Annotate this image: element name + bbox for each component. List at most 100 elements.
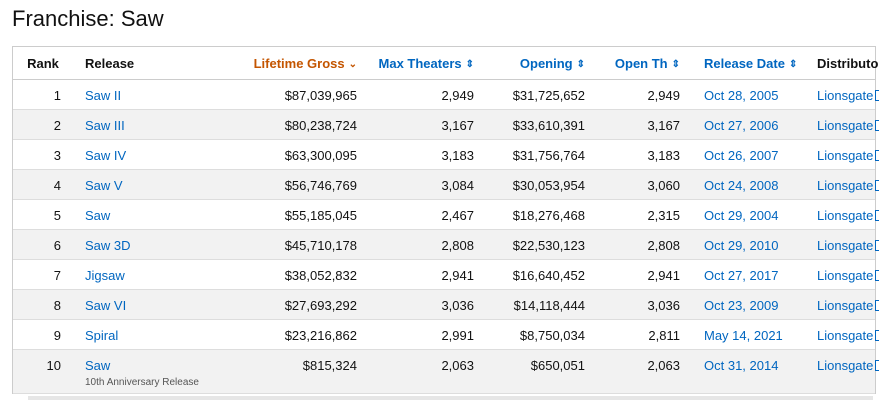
sort-desc-icon: ⌄ — [348, 58, 357, 70]
header-open-th[interactable]: Open Th ⇕ — [605, 47, 692, 80]
header-rank: Rank — [13, 47, 73, 80]
external-link-icon — [875, 240, 879, 251]
header-lifetime-gross[interactable]: Lifetime Gross ⌄ — [233, 47, 375, 80]
opening-cell: $22,530,123 — [512, 238, 585, 253]
table-row: 9 Spiral $23,216,862 2,991 $8,750,034 2,811 Ma… — [13, 320, 879, 350]
opening-cell: $650,051 — [530, 358, 585, 373]
opening-cell: $31,725,652 — [512, 88, 585, 103]
header-distributor: Distributor — [805, 47, 879, 80]
rank-cell: 1 — [53, 88, 61, 103]
max-theaters-cell: 3,183 — [441, 148, 474, 163]
table-row: 5 Saw $55,185,045 2,467 $18,276,468 2,315 Oct … — [13, 200, 879, 230]
external-link-icon — [875, 330, 879, 341]
max-theaters-cell: 2,467 — [441, 208, 474, 223]
opening-cell: $31,756,764 — [512, 148, 585, 163]
external-link-icon — [875, 270, 879, 281]
open-th-cell: 2,808 — [647, 238, 680, 253]
distributor-label: Lionsgate — [817, 88, 874, 103]
max-theaters-cell: 3,167 — [441, 118, 474, 133]
open-th-cell: 3,036 — [647, 298, 680, 313]
lifetime-gross-cell: $56,746,769 — [284, 178, 357, 193]
release-date-link[interactable]: Oct 23, 2009 — [704, 298, 779, 313]
page-title: Franchise: Saw — [12, 6, 164, 31]
distributor-label: Lionsgate — [817, 268, 874, 283]
lifetime-gross-cell: $27,693,292 — [284, 298, 357, 313]
opening-cell: $33,610,391 — [512, 118, 585, 133]
distributor-link[interactable]: Lionsgate — [817, 298, 879, 313]
release-date-link[interactable]: Oct 27, 2006 — [704, 118, 779, 133]
release-link[interactable]: Jigsaw — [85, 268, 125, 283]
lifetime-gross-cell: $80,238,724 — [284, 118, 357, 133]
distributor-link[interactable]: Lionsgate — [817, 208, 879, 223]
table-row: 10 Saw 10th Anniversary Release $815,324 2,0… — [13, 349, 879, 394]
release-link[interactable]: Saw — [85, 208, 111, 223]
distributor-link[interactable]: Lionsgate — [817, 268, 879, 283]
release-date-link[interactable]: Oct 26, 2007 — [704, 148, 779, 163]
max-theaters-cell: 2,808 — [441, 238, 474, 253]
open-th-cell: 2,941 — [647, 268, 680, 283]
open-th-cell: 3,167 — [647, 118, 680, 133]
external-link-icon — [875, 360, 879, 371]
distributor-link[interactable]: Lionsgate — [817, 178, 879, 193]
franchise-table: Rank Release Lifetime Gross ⌄ Max Theater… — [12, 46, 879, 394]
release-link[interactable]: Saw II — [85, 88, 122, 103]
lifetime-gross-cell: $23,216,862 — [284, 328, 357, 343]
release-link[interactable]: Saw IV — [85, 148, 127, 163]
header-opening[interactable]: Opening ⇕ — [492, 47, 605, 80]
distributor-link[interactable]: Lionsgate — [817, 238, 879, 253]
opening-cell: $18,276,468 — [512, 208, 585, 223]
opening-cell: $30,053,954 — [512, 178, 585, 193]
open-th-cell: 3,183 — [647, 148, 680, 163]
distributor-link[interactable]: Lionsgate — [817, 118, 879, 133]
release-date-link[interactable]: Oct 29, 2004 — [704, 208, 779, 223]
distributor-label: Lionsgate — [817, 178, 874, 193]
release-date-link[interactable]: Oct 28, 2005 — [704, 88, 779, 103]
max-theaters-cell: 2,941 — [441, 268, 474, 283]
open-th-cell: 2,063 — [647, 358, 680, 373]
rank-cell: 4 — [53, 178, 61, 193]
table-row: 3 Saw IV $63,300,095 3,183 $31,756,764 3,183 O… — [13, 140, 879, 170]
horizontal-scrollbar[interactable] — [28, 396, 873, 400]
rank-cell: 9 — [53, 328, 61, 343]
release-date-link[interactable]: Oct 29, 2010 — [704, 238, 779, 253]
table-header-row: Rank Release Lifetime Gross ⌄ Max Theater… — [13, 47, 879, 80]
lifetime-gross-cell: $55,185,045 — [284, 208, 357, 223]
sort-icon: ⇕ — [671, 58, 680, 70]
header-release-date[interactable]: Release Date ⇕ — [692, 47, 805, 80]
release-link[interactable]: Saw V — [85, 178, 123, 193]
distributor-link[interactable]: Lionsgate — [817, 358, 879, 373]
max-theaters-cell: 3,084 — [441, 178, 474, 193]
rank-cell: 2 — [53, 118, 61, 133]
release-date-link[interactable]: Oct 27, 2017 — [704, 268, 779, 283]
max-theaters-cell: 2,063 — [441, 358, 474, 373]
release-date-link[interactable]: Oct 31, 2014 — [704, 358, 779, 373]
release-link[interactable]: Saw — [85, 358, 111, 373]
distributor-link[interactable]: Lionsgate — [817, 328, 879, 343]
release-date-link[interactable]: Oct 24, 2008 — [704, 178, 779, 193]
distributor-link[interactable]: Lionsgate — [817, 88, 879, 103]
lifetime-gross-cell: $87,039,965 — [284, 88, 357, 103]
release-link[interactable]: Spiral — [85, 328, 119, 343]
lifetime-gross-cell: $38,052,832 — [284, 268, 357, 283]
open-th-cell: 2,315 — [647, 208, 680, 223]
distributor-label: Lionsgate — [817, 328, 874, 343]
rank-cell: 6 — [53, 238, 61, 253]
header-max-theaters[interactable]: Max Theaters ⇕ — [375, 47, 492, 80]
open-th-cell: 2,811 — [648, 328, 680, 343]
rank-cell: 10 — [46, 358, 61, 373]
external-link-icon — [875, 120, 879, 131]
release-link[interactable]: Saw VI — [85, 298, 127, 313]
release-link[interactable]: Saw III — [85, 118, 125, 133]
distributor-link[interactable]: Lionsgate — [817, 148, 879, 163]
external-link-icon — [875, 300, 879, 311]
max-theaters-cell: 2,991 — [441, 328, 474, 343]
release-link[interactable]: Saw 3D — [85, 238, 131, 253]
rank-cell: 5 — [53, 208, 61, 223]
distributor-label: Lionsgate — [817, 298, 874, 313]
release-date-link[interactable]: May 14, 2021 — [704, 328, 783, 343]
external-link-icon — [875, 150, 879, 161]
lifetime-gross-cell: $815,324 — [302, 358, 357, 373]
opening-cell: $8,750,034 — [519, 328, 585, 343]
rank-cell: 8 — [53, 298, 61, 313]
distributor-label: Lionsgate — [817, 148, 874, 163]
